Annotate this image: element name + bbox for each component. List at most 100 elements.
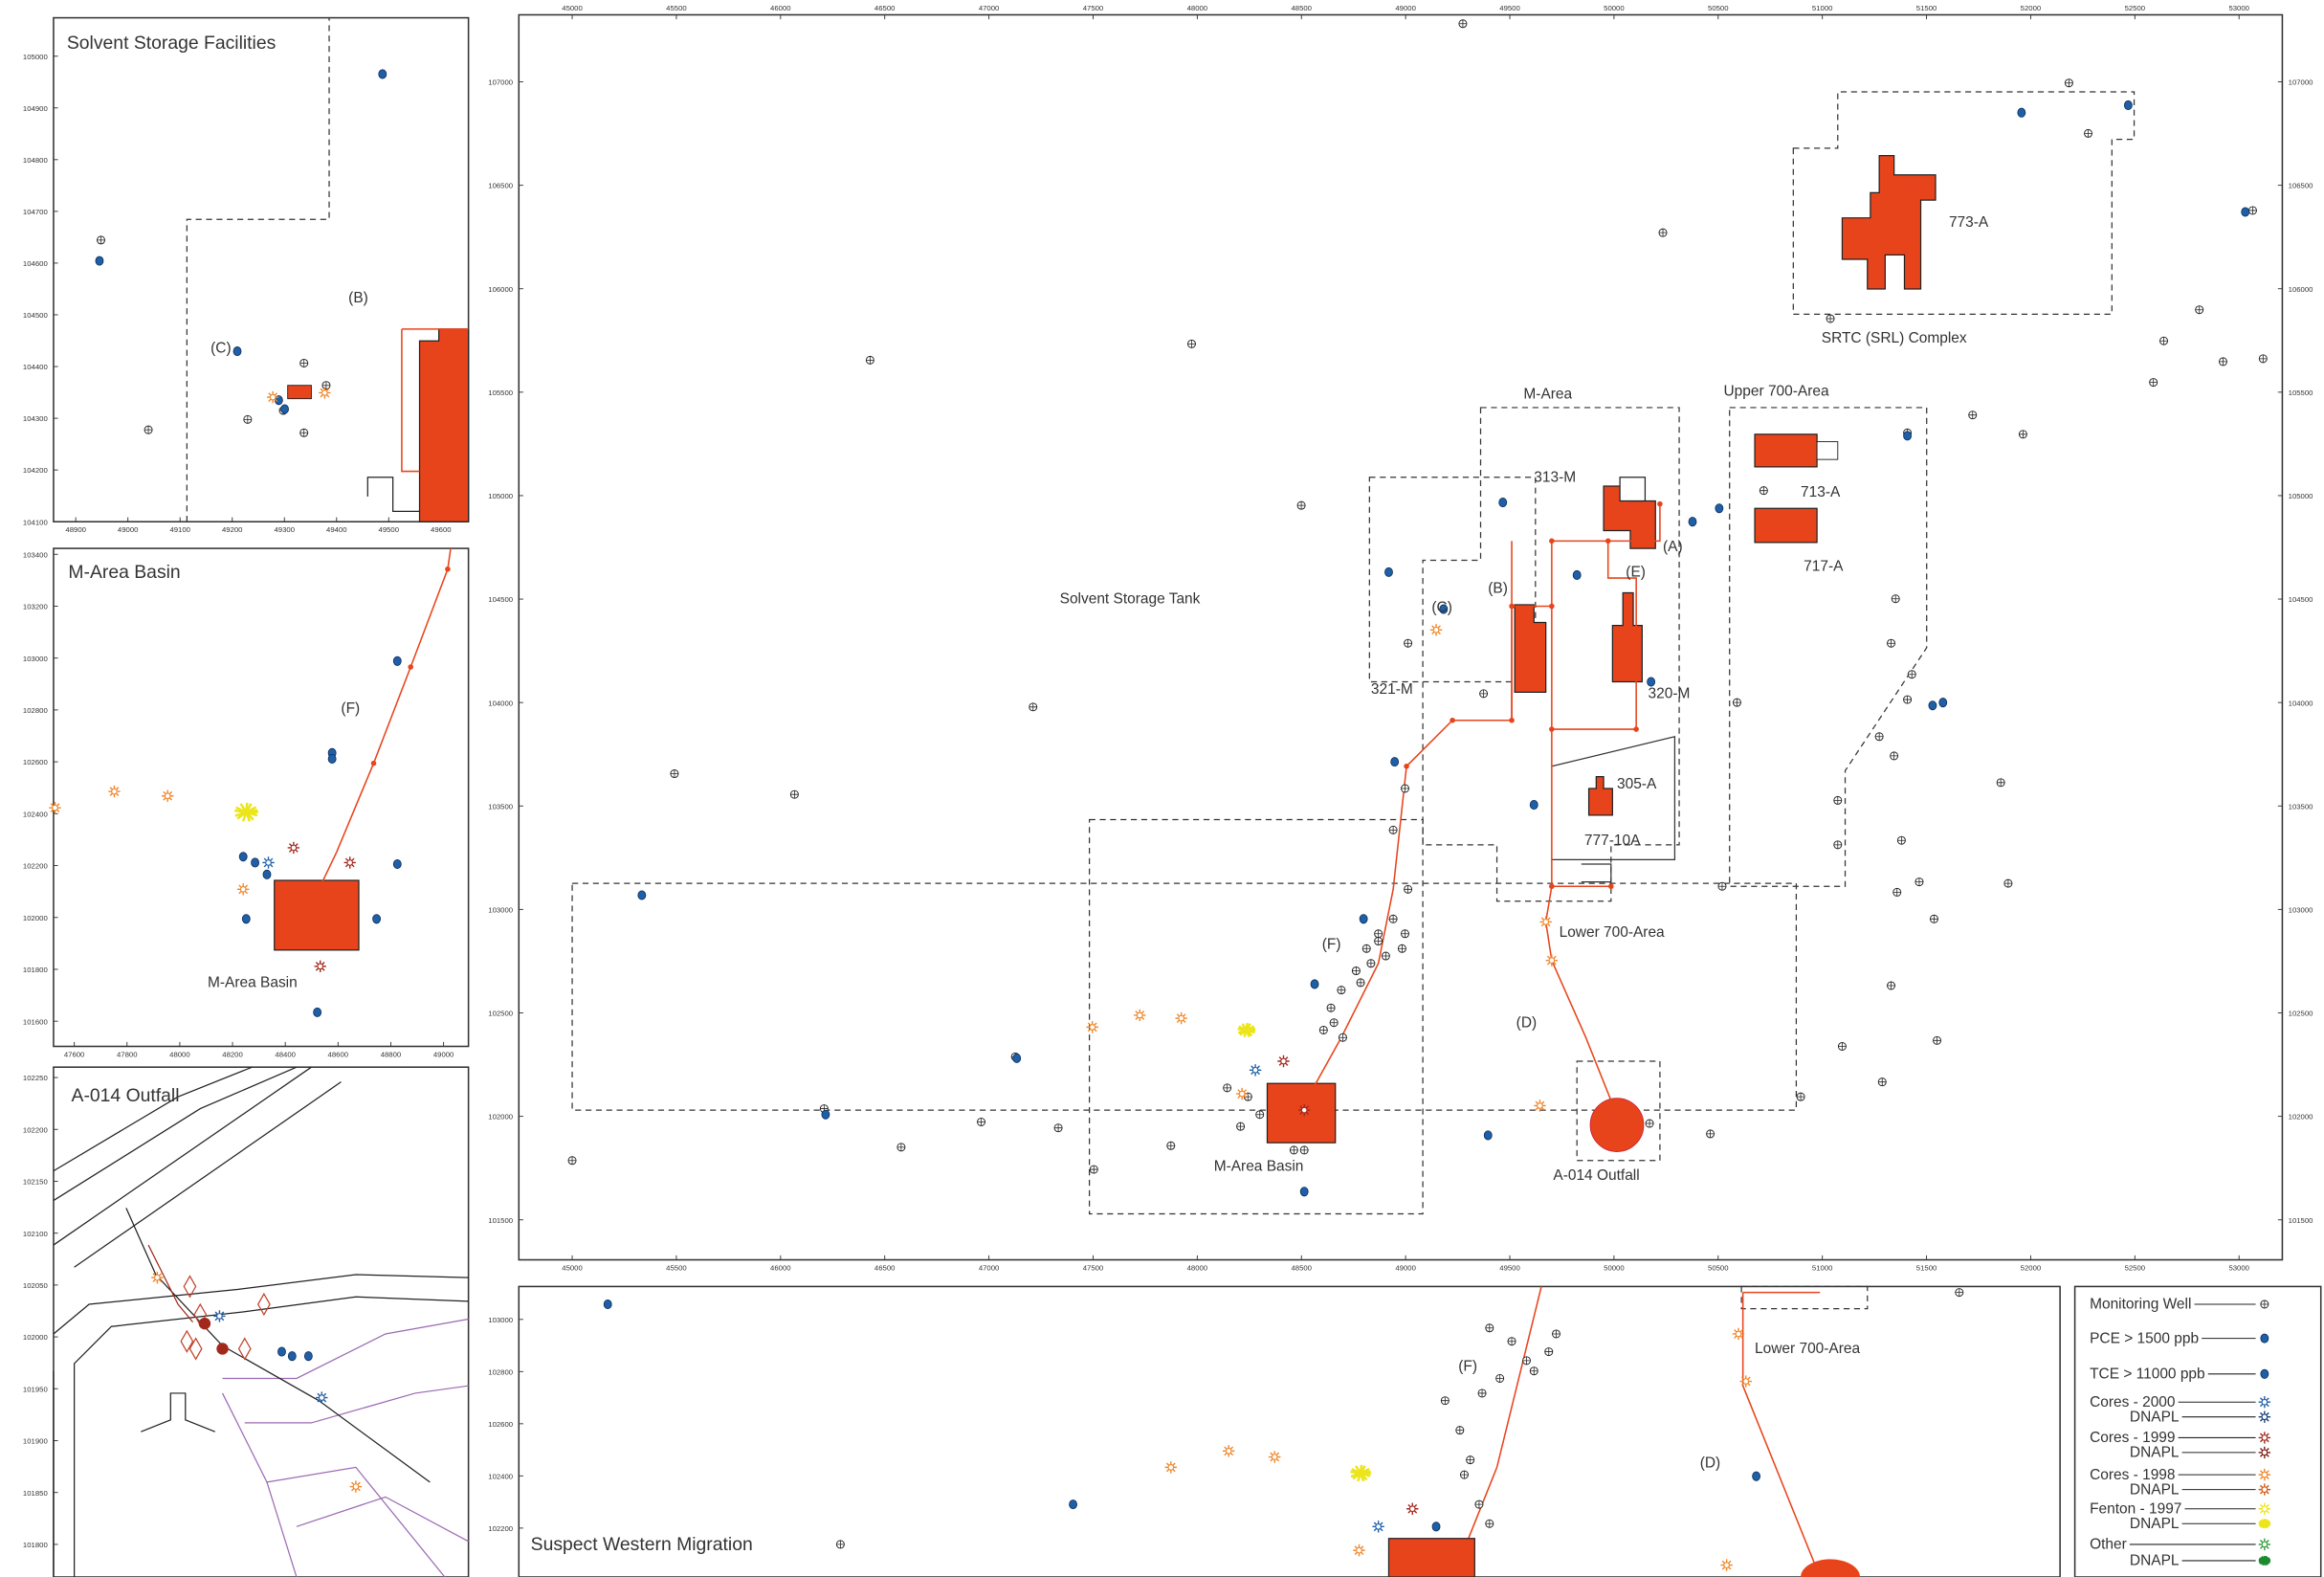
map-label: (F): [1322, 936, 1341, 952]
core-star-center: [1252, 1067, 1258, 1073]
y-tick-label: 106000: [2289, 285, 2313, 294]
x-tick-label: 48000: [169, 1050, 190, 1058]
y-tick-label: 104100: [23, 518, 48, 526]
map-label: M-Area: [1523, 387, 1572, 403]
x-tick-label: 47000: [979, 4, 1000, 12]
legend-label: DNAPL: [2130, 1409, 2180, 1425]
pce-tce-well: [281, 405, 289, 413]
pipe-node: [408, 664, 413, 670]
y-tick-label: 103200: [23, 603, 48, 611]
map-label: Upper 700-Area: [1724, 384, 1829, 400]
core-star-center: [112, 788, 118, 794]
pce-tce-well: [1929, 701, 1937, 710]
inset-title: Solvent Storage Facilities: [67, 33, 276, 54]
pipe-node: [1657, 501, 1663, 507]
x-tick-label: 49400: [326, 525, 347, 534]
legend-label: DNAPL: [2130, 1481, 2180, 1498]
pce-tce-well: [393, 859, 401, 868]
x-tick-label: 46500: [874, 1263, 896, 1272]
y-tick-label: 102500: [488, 1010, 513, 1018]
y-tick-label: 103000: [2289, 905, 2313, 914]
pce-tce-well: [288, 1352, 296, 1361]
fenton-mark: [2265, 1522, 2270, 1523]
map-label: (F): [341, 700, 360, 717]
building: [420, 329, 469, 522]
y-tick-label: 102150: [23, 1178, 48, 1187]
legend-label: DNAPL: [2130, 1553, 2180, 1569]
inset-title: A-014 Outfall: [72, 1085, 180, 1106]
y-tick-label: 102050: [23, 1281, 48, 1290]
core-star-center: [1272, 1455, 1277, 1460]
pce-tce-well: [1311, 980, 1318, 988]
y-tick-label: 101850: [23, 1489, 48, 1498]
y-tick-label: 102000: [23, 1333, 48, 1342]
pipe-node: [1549, 883, 1555, 889]
y-tick-label: 104600: [23, 259, 48, 268]
core-star-center: [1543, 920, 1549, 925]
pce-tce-well: [1753, 1472, 1760, 1480]
pipe-node: [1608, 883, 1614, 889]
pce-tce-well: [604, 1299, 611, 1308]
y-tick-label: 105000: [488, 492, 513, 500]
core-star-center: [1538, 1103, 1543, 1109]
y-tick-label: 103000: [488, 1316, 513, 1324]
core-star-center: [1179, 1015, 1184, 1021]
y-tick-label: 101900: [23, 1437, 48, 1446]
pipe-node: [1605, 539, 1611, 544]
pce-tce-well: [1573, 570, 1581, 579]
pce-tce-well: [314, 1008, 321, 1016]
x-tick-label: 53000: [2228, 1263, 2249, 1272]
pipe-node: [1509, 718, 1515, 723]
x-tick-label: 48600: [328, 1050, 349, 1058]
core-star-center: [1357, 1547, 1362, 1553]
y-tick-label: 101500: [2289, 1216, 2313, 1225]
core-star-center: [217, 1314, 223, 1320]
fenton-mark: [2265, 1560, 2270, 1561]
building-717a: [1755, 508, 1817, 543]
y-tick-label: 102500: [2289, 1010, 2313, 1018]
map-label: 773-A: [1949, 214, 1989, 231]
core-star-center: [2262, 1435, 2268, 1441]
y-tick-label: 102250: [23, 1074, 48, 1082]
pce-tce-well: [304, 1352, 312, 1361]
x-tick-label: 49000: [1395, 1263, 1416, 1272]
x-tick-label: 50000: [1604, 1263, 1625, 1272]
core-star-center: [2262, 1450, 2268, 1455]
core-star-center: [266, 860, 272, 866]
y-tick-label: 104500: [23, 311, 48, 320]
y-tick-label: 102200: [23, 1125, 48, 1134]
pce-tce-well: [1939, 699, 1947, 707]
y-tick-label: 104200: [23, 466, 48, 475]
pce-tce-well: [2261, 1334, 2269, 1343]
pce-tce-well: [277, 1347, 285, 1356]
core-star-center: [2262, 1399, 2268, 1405]
x-tick-label: 47800: [117, 1050, 138, 1058]
building-713a: [1755, 434, 1817, 467]
pce-tce-well: [252, 858, 259, 867]
pce-tce-well: [2018, 108, 2025, 117]
pce-tce-well: [1013, 1054, 1021, 1062]
pce-tce-well: [2242, 208, 2249, 216]
x-tick-label: 48500: [1291, 1263, 1312, 1272]
a014-outfall: [1590, 1099, 1644, 1152]
y-tick-label: 105000: [2289, 492, 2313, 500]
building: [288, 386, 312, 399]
x-tick-label: 49000: [1395, 4, 1416, 12]
core-star-center: [320, 1395, 325, 1401]
x-tick-label: 50000: [1604, 4, 1625, 12]
x-tick-label: 52500: [2125, 4, 2146, 12]
y-tick-label: 104000: [488, 699, 513, 707]
x-tick-label: 48000: [1187, 4, 1208, 12]
pce-tce-well: [1499, 498, 1507, 506]
dnapl-core: [216, 1343, 228, 1354]
y-tick-label: 105500: [2289, 389, 2313, 397]
fenton-mark: [1247, 1029, 1255, 1031]
x-tick-label: 50500: [1708, 4, 1729, 12]
x-tick-label: 46000: [770, 4, 791, 12]
legend-label: Cores - 1998: [2090, 1467, 2175, 1483]
core-star-center: [1226, 1449, 1231, 1455]
x-tick-label: 51000: [1812, 1263, 1833, 1272]
pce-tce-well: [1300, 1188, 1308, 1196]
y-tick-label: 102200: [488, 1524, 513, 1533]
legend-label: Other: [2090, 1537, 2127, 1553]
